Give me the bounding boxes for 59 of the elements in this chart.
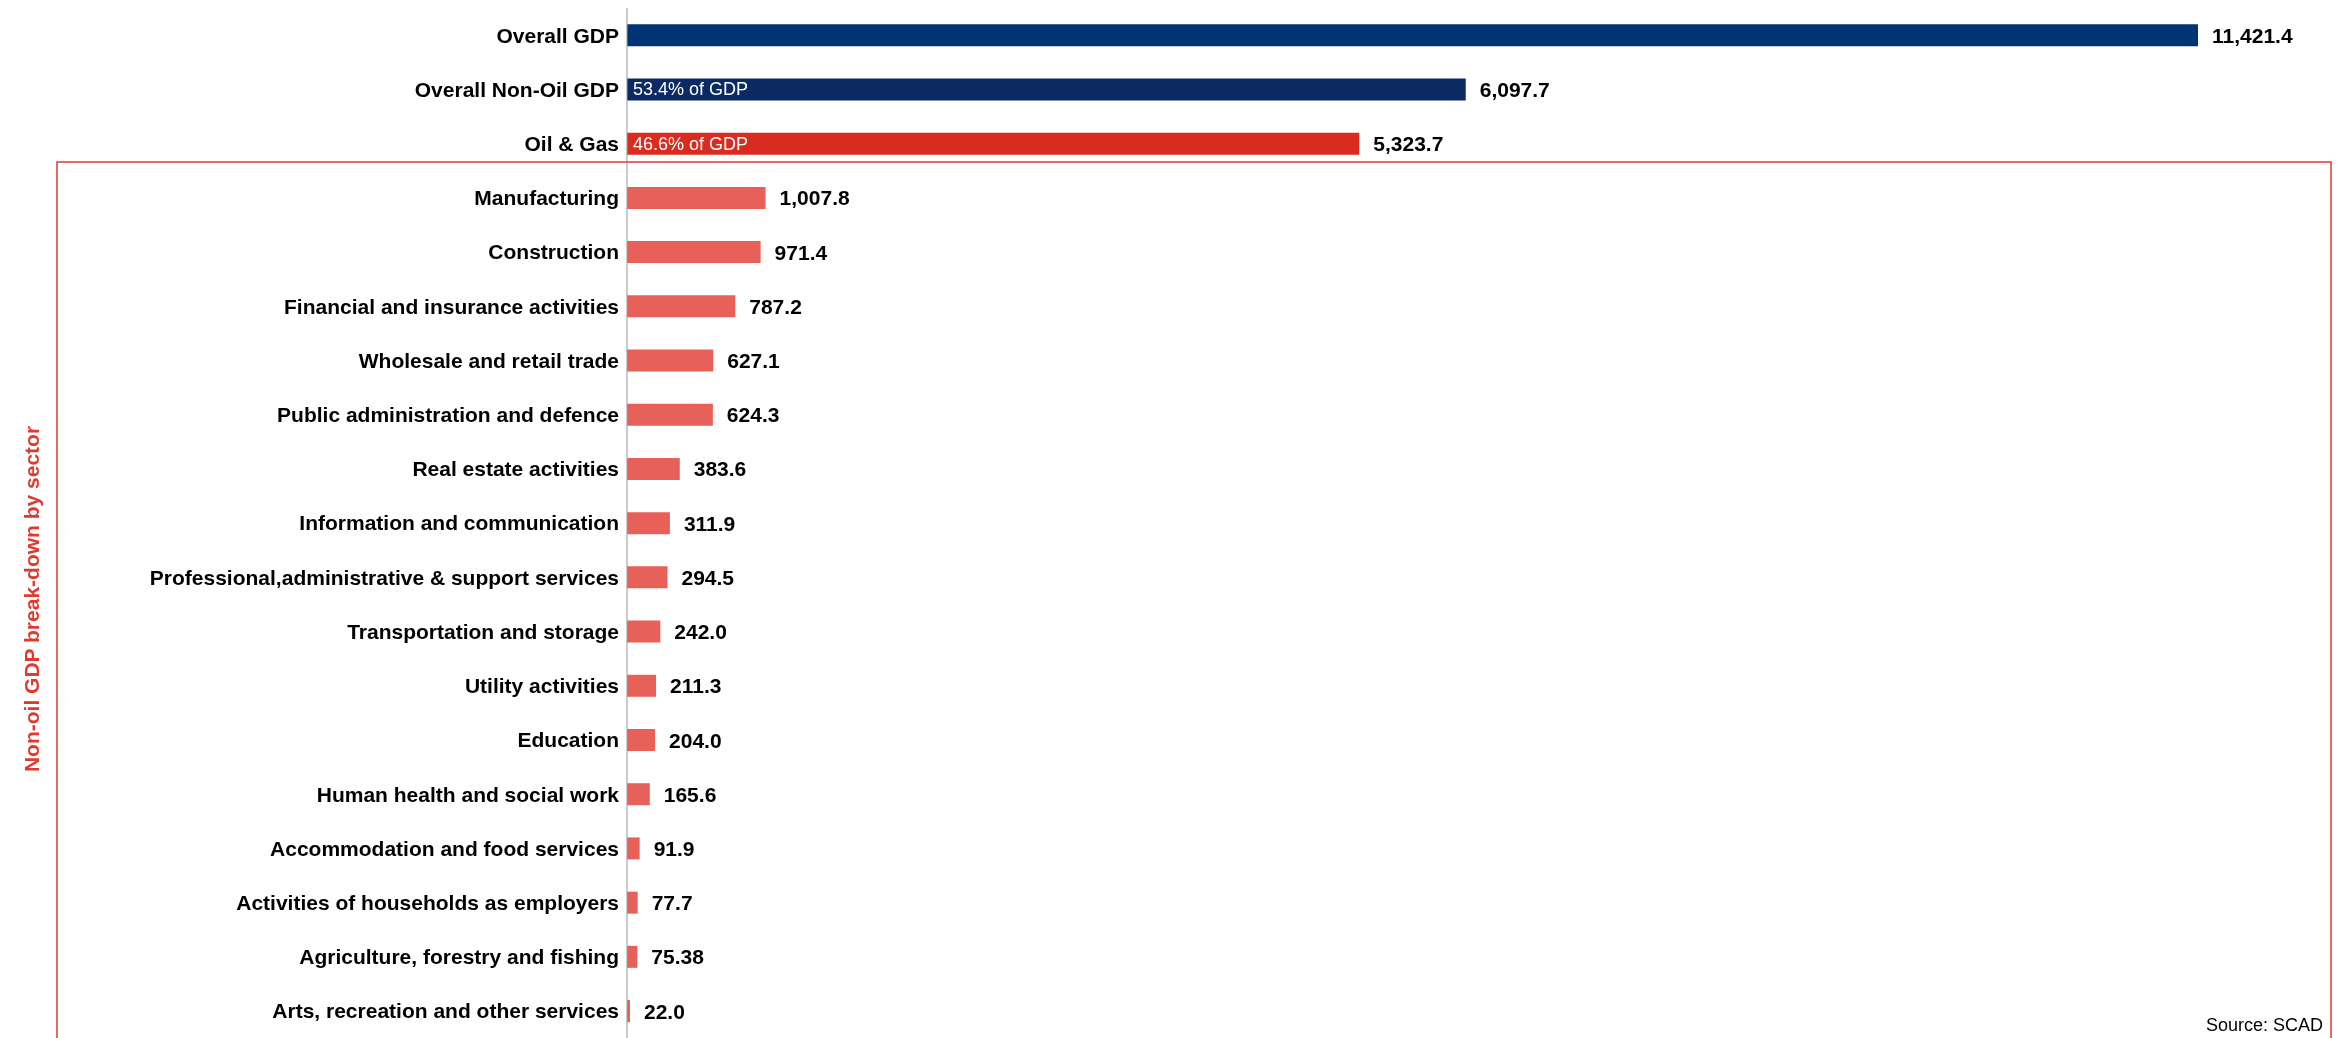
y-tick-label: Education (517, 728, 619, 752)
bar (627, 186, 766, 209)
text: Non-oil GDP break-down by sector (20, 426, 44, 773)
bar (627, 891, 638, 914)
y-tick-label: Transportation and storage (347, 619, 619, 643)
data-label: 624.3 (726, 403, 780, 427)
data-label: 971.4 (774, 240, 828, 264)
data-label: 311.9 (683, 511, 736, 535)
bar (627, 295, 736, 318)
data-label: 91.9 (653, 836, 695, 860)
data-label: 5,323.7 (1373, 132, 1444, 156)
data-label: 627.1 (727, 349, 781, 373)
bar (627, 24, 2198, 47)
y-tick-label: Arts, recreation and other services (272, 999, 619, 1023)
bar (627, 566, 668, 589)
bar (627, 620, 661, 643)
bar (627, 729, 656, 751)
bar (627, 837, 640, 860)
data-label: 75.38 (651, 945, 705, 969)
bar (627, 78, 1466, 101)
data-label: 294.5 (681, 565, 735, 589)
bar (627, 783, 650, 806)
y-tick-label: Utility activities (464, 674, 619, 698)
bar (627, 457, 680, 480)
y-tick-label: Public administration and defence (277, 403, 619, 427)
y-tick-label: Agriculture, forestry and fishing (299, 945, 619, 969)
y-tick-label: Wholesale and retail trade (358, 348, 619, 372)
y-tick-label: Activities of households as employers (236, 890, 619, 914)
y-tick-label: Financial and insurance activities (284, 294, 619, 318)
y-tick-label: Overall GDP (496, 23, 619, 47)
data-label: 787.2 (749, 294, 802, 318)
source-note: Source: SCAD (2205, 1015, 2323, 1036)
bar (627, 132, 1360, 155)
bar (627, 403, 713, 426)
data-label: 22.0 (644, 999, 685, 1023)
y-tick-label: Overall Non-Oil GDP (414, 77, 619, 101)
annotation: 53.4% of GDP (633, 79, 749, 100)
bar (627, 241, 761, 264)
y-tick-label: Real estate activities (412, 457, 619, 481)
data-label: 11,421.4 (2212, 23, 2293, 47)
data-label: 204.0 (669, 728, 722, 752)
data-label: 6,097.7 (1479, 77, 1550, 101)
bar (627, 674, 657, 697)
y-tick-label: Professional,administrative & support services (149, 565, 619, 589)
data-label: 242.0 (674, 620, 727, 644)
data-label: 1,007.8 (779, 186, 851, 210)
y-tick-label: Information and communication (299, 511, 619, 535)
data-label: 77.7 (651, 891, 693, 915)
annotation: 46.6% of GDP (633, 133, 749, 154)
y-tick-label: Oil & Gas (524, 131, 619, 155)
data-label: 165.6 (663, 782, 717, 806)
y-tick-label: Manufacturing (474, 186, 619, 210)
bar (627, 512, 670, 535)
data-label: 211.3 (670, 674, 722, 698)
y-tick-label: Construction (488, 240, 619, 264)
bar (627, 349, 714, 372)
y-tick-label: Accommodation and food services (270, 836, 619, 860)
data-label: 383.6 (693, 457, 747, 481)
y-tick-label: Human health and social work (316, 782, 620, 806)
